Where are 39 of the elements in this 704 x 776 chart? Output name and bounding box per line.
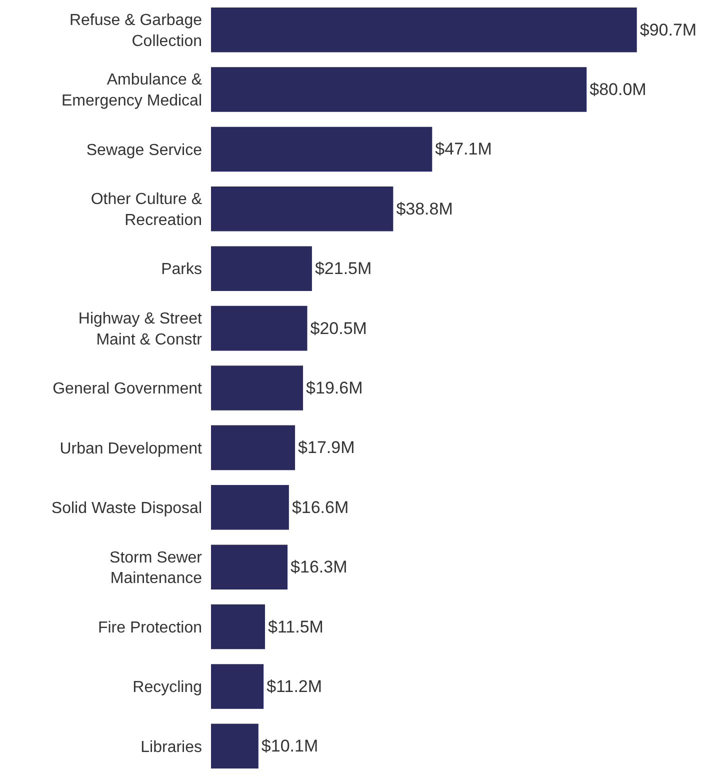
y-tick-label: Highway & Street Maint & Constr: [78, 310, 203, 348]
y-tick-label: General Government: [52, 380, 203, 398]
bar: [211, 67, 587, 112]
data-label: $16.6M: [292, 498, 349, 517]
bar: [211, 544, 288, 590]
data-label: $11.5M: [268, 617, 324, 636]
bar: [211, 664, 264, 709]
data-label: $20.5M: [310, 318, 367, 338]
bar: [211, 126, 432, 172]
y-tick-label: Urban Development: [60, 440, 203, 458]
data-label: $17.9M: [298, 438, 355, 458]
bar: [211, 366, 304, 410]
y-tick-label: Storm Sewer Maintenance: [110, 549, 203, 588]
data-label: $90.7M: [640, 20, 697, 40]
bar: [211, 7, 637, 52]
bar: [211, 306, 308, 351]
y-tick-label: Refuse & Garbage Collection: [69, 12, 202, 50]
data-label: $19.6M: [306, 378, 363, 398]
y-tick-label: Ambulance & Emergency Medical: [62, 72, 202, 110]
data-label: $80.0M: [590, 80, 646, 100]
data-label: $16.3M: [290, 558, 348, 577]
y-tick-label: Other Culture & Recreation: [90, 191, 202, 229]
y-tick-label: Fire Protection: [98, 619, 202, 636]
data-label: $47.1M: [435, 140, 492, 159]
y-tick-label: Libraries: [140, 738, 202, 756]
data-label: $38.8M: [396, 199, 453, 218]
y-tick-label: Solid Waste Disposal: [51, 500, 202, 517]
bar: [211, 604, 265, 650]
bar: [211, 485, 289, 530]
bar: [211, 186, 394, 232]
bar: [211, 425, 296, 470]
y-tick-label: Recycling: [132, 679, 202, 696]
data-label: $10.1M: [261, 736, 318, 756]
data-label: $21.5M: [314, 259, 372, 278]
data-label: $11.2M: [266, 676, 322, 696]
y-tick-label: Sewage Service: [86, 142, 202, 159]
bar: [211, 246, 312, 291]
y-tick-label: Parks: [161, 261, 202, 278]
bar: [211, 724, 258, 769]
